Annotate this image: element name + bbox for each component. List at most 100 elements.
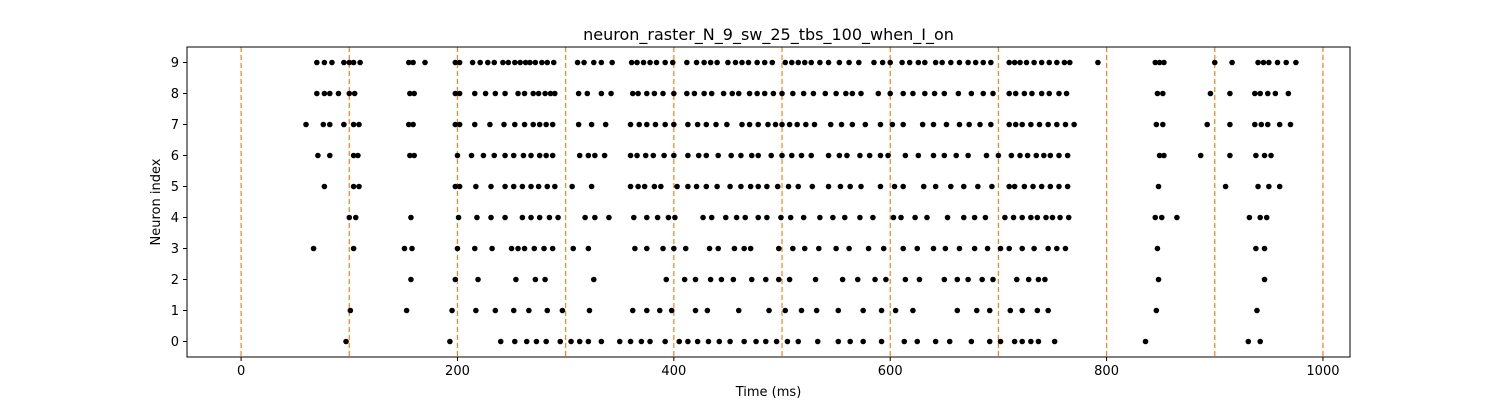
spike-n8-50 [858, 90, 864, 97]
spike-n9-3 [341, 59, 347, 66]
spike-n5-29 [755, 183, 762, 190]
spike-n8-63 [1012, 90, 1019, 97]
spike-n6-55 [1008, 152, 1015, 159]
spike-n5-15 [588, 183, 595, 190]
spike-n4-32 [841, 214, 848, 221]
spike-n0-43 [1028, 338, 1034, 345]
spike-n8-60 [980, 90, 987, 97]
spike-n7-40 [794, 121, 800, 128]
spike-n8-10 [471, 90, 478, 97]
spike-n9-12 [469, 59, 476, 66]
spike-n4-6 [502, 214, 508, 221]
spike-n4-27 [778, 214, 784, 221]
spike-n0-32 [860, 338, 866, 345]
spike-n5-13 [552, 183, 558, 190]
spike-n6-43 [857, 152, 863, 159]
spike-n9-87 [1156, 59, 1163, 66]
spike-n5-45 [960, 183, 967, 190]
spike-n6-13 [528, 152, 534, 159]
spike-n8-58 [955, 90, 962, 97]
spike-n7-52 [943, 121, 950, 128]
spike-n8-52 [887, 90, 894, 97]
spike-n8-66 [1038, 90, 1045, 97]
spike-n7-20 [588, 121, 595, 128]
spike-n9-45 [739, 59, 745, 66]
spike-n3-14 [585, 245, 592, 252]
x-tick-label-200: 200 [445, 364, 470, 379]
spike-n8-11 [482, 90, 489, 97]
spike-n7-58 [1012, 121, 1019, 128]
spike-n5-42 [920, 183, 927, 190]
spike-n9-33 [640, 59, 647, 66]
spike-n5-11 [535, 183, 542, 190]
spike-n6-54 [995, 152, 1002, 159]
spike-n3-31 [865, 245, 872, 252]
spike-n7-35 [755, 121, 762, 128]
spike-n8-23 [598, 90, 605, 97]
x-axis-label: Time (ms) [735, 385, 802, 400]
spike-n8-20 [552, 90, 558, 97]
spike-n6-11 [510, 152, 517, 159]
spike-n3-18 [671, 245, 677, 252]
spike-n9-89 [1211, 59, 1218, 66]
spike-n4-5 [488, 214, 494, 221]
spike-n5-27 [738, 183, 744, 190]
spike-n4-42 [982, 214, 989, 221]
spike-n6-66 [1227, 152, 1233, 159]
spike-n8-19 [547, 90, 554, 97]
spike-n8-38 [746, 90, 753, 97]
spike-n6-16 [549, 152, 556, 159]
spike-n0-8 [568, 338, 574, 345]
spike-n3-32 [880, 245, 887, 252]
spike-n7-23 [636, 121, 643, 128]
spike-n9-61 [879, 59, 886, 66]
spike-n7-68 [1204, 121, 1210, 128]
spike-n9-5 [350, 59, 357, 66]
spike-n3-4 [454, 245, 461, 252]
spike-n8-74 [1251, 90, 1258, 97]
spike-n0-38 [968, 338, 975, 345]
spike-n6-53 [983, 152, 990, 159]
spike-n3-21 [715, 245, 721, 252]
spike-n0-9 [576, 338, 583, 345]
spike-n4-48 [1043, 214, 1049, 221]
spike-n9-21 [527, 59, 533, 66]
y-tick-label-6: 6 [171, 149, 179, 164]
spike-n7-16 [536, 121, 543, 128]
spike-n0-31 [847, 338, 853, 345]
spike-n0-47 [1245, 338, 1252, 345]
spike-n1-13 [668, 307, 675, 314]
spike-n5-4 [456, 183, 463, 190]
spike-n7-33 [739, 121, 745, 128]
spike-n9-7 [405, 59, 412, 66]
spike-n6-9 [491, 152, 498, 159]
spike-n6-51 [953, 152, 960, 159]
spike-n6-46 [885, 152, 891, 159]
spike-n5-38 [858, 183, 864, 190]
spike-n2-6 [590, 276, 597, 283]
spike-n1-4 [492, 307, 499, 314]
spike-n0-15 [647, 338, 653, 345]
spike-n4-3 [455, 214, 462, 221]
spike-n2-24 [941, 276, 948, 283]
spike-n7-9 [456, 121, 463, 128]
spike-n8-25 [629, 90, 636, 97]
spike-n1-31 [1034, 307, 1041, 314]
spike-n9-37 [669, 59, 676, 66]
spike-n9-11 [456, 59, 463, 66]
spike-n7-70 [1251, 121, 1258, 128]
spike-n2-3 [513, 276, 519, 283]
spike-n5-60 [1276, 183, 1283, 190]
spike-n1-16 [735, 307, 742, 314]
spike-n4-16 [643, 214, 650, 221]
spike-n0-28 [795, 338, 802, 345]
spike-n6-38 [798, 152, 805, 159]
spike-n9-83 [1061, 59, 1068, 66]
spike-n0-2 [497, 338, 504, 345]
spike-n8-4 [346, 90, 353, 97]
spike-n4-10 [546, 214, 553, 221]
spike-n6-8 [480, 152, 487, 159]
spike-n2-23 [916, 276, 923, 283]
spike-n2-15 [775, 276, 782, 283]
spike-n4-55 [1246, 214, 1253, 221]
